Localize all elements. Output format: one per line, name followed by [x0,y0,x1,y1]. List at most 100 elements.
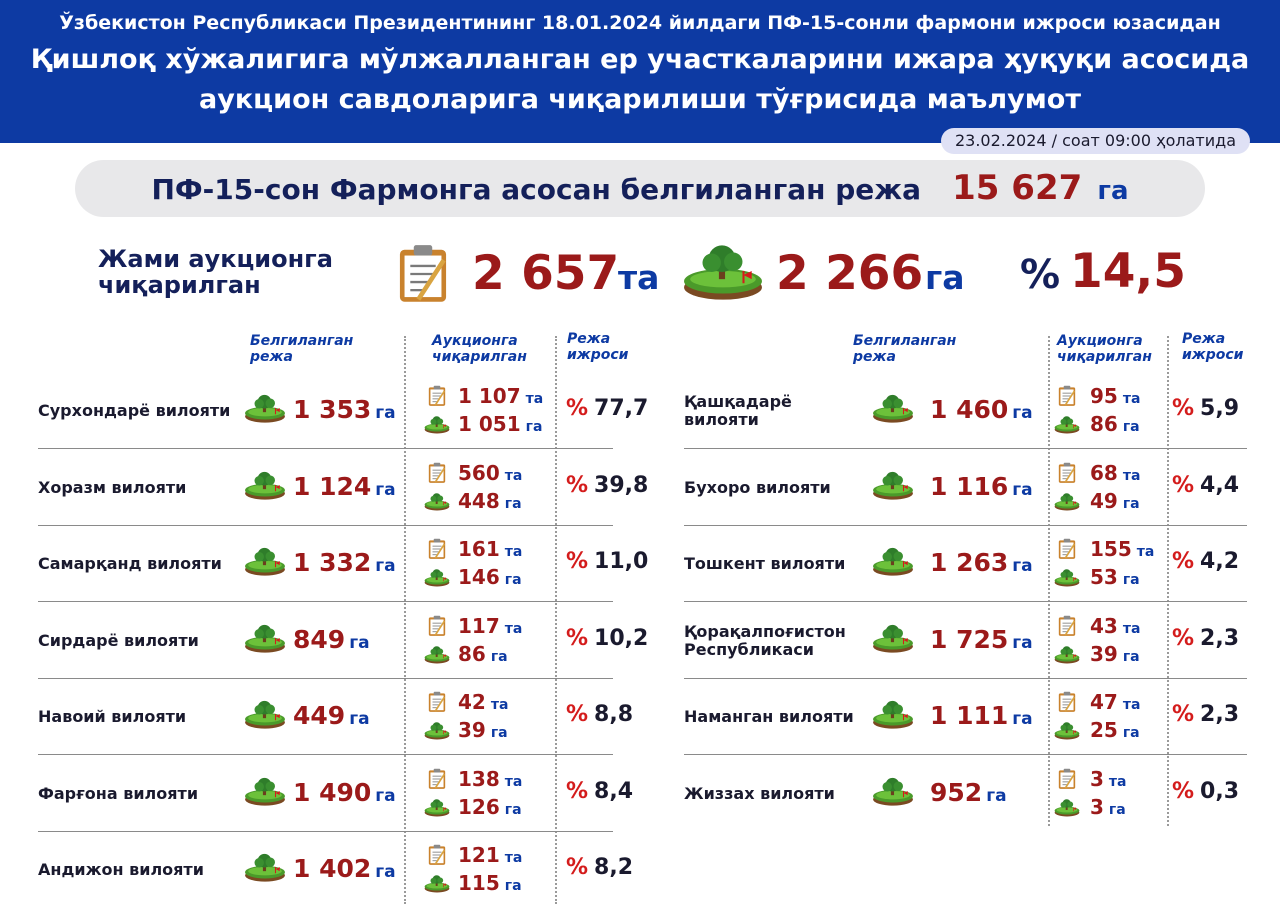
region-lot-count-unit: та [491,697,509,713]
region-lot-count-value: 95 [1090,384,1118,408]
region-lot-area-unit: га [1123,572,1140,588]
total-label-line2: чиқарилган [98,272,333,298]
land-plot-icon [872,470,914,502]
region-plan: 1 402 га [293,854,396,883]
percent-sign: % [1172,396,1194,421]
region-plan: 1 725 га [930,625,1033,654]
region-name-line: Қорақалпоғистон [684,623,846,641]
percent-value: 39,8 [594,473,648,498]
region-lot-count: 68 та [1090,461,1140,485]
region-row: Жиззах вилояти 952 га 3 та 3 га% 0,3 [684,756,1249,832]
clipboard-icon [395,244,451,304]
region-name: Сирдарё вилояти [38,632,199,650]
col-head-text: режа [250,349,353,365]
percent-sign: % [1172,702,1194,727]
region-lot-count-unit: та [505,850,523,866]
region-row: Тошкент вилояти 1 263 га 155 та 53 га% 4,2 [684,526,1249,602]
region-plan-unit: га [1012,556,1032,576]
region-name: Тошкент вилояти [684,555,845,573]
region-row: Самарқанд вилояти 1 332 га 161 та 146 га% 11,0 [38,526,643,602]
region-lot-count-unit: та [1109,774,1127,790]
region-lot-count-value: 117 [458,614,500,638]
region-percent: % 10,2 [566,626,648,651]
land-plot-icon [424,645,450,665]
total-count-unit: та [618,258,659,297]
region-lot-count: 3 та [1090,767,1126,791]
region-percent: % 5,9 [1172,396,1239,421]
right-col-head-plan: Белгиланган режа [853,333,956,365]
region-lot-count-unit: та [1137,544,1155,560]
page-title-line2: аукцион савдоларига чиқарилиши тўғрисида… [0,84,1280,115]
region-lot-count-unit: та [505,544,523,560]
region-plan-unit: га [375,556,395,576]
region-name: Самарқанд вилояти [38,555,222,573]
region-plan-value: 952 [930,778,982,807]
clipboard-icon [428,538,446,560]
region-percent: % 8,4 [566,779,633,804]
region-lot-area: 39 га [458,718,508,742]
percent-value: 5,9 [1200,396,1239,421]
clipboard-icon [1058,615,1076,637]
header-banner: Ўзбекистон Республикаси Президентининг 1… [0,0,1280,143]
region-name: Жиззах вилояти [684,785,835,803]
percent-sign: % [1172,626,1194,651]
region-lot-area-unit: га [1123,496,1140,512]
region-row: Хоразм вилояти 1 124 га 560 та 448 га% 39,8 [38,450,643,526]
region-plan: 449 га [293,701,370,730]
clipboard-icon [428,462,446,484]
land-plot-icon [1054,721,1080,741]
right-col-head-exec: Режа ижроси [1182,331,1244,363]
region-plan-value: 1 353 [293,395,371,424]
land-plot-icon [872,393,914,425]
region-lot-count: 155 та [1090,537,1154,561]
region-percent: % 4,4 [1172,473,1239,498]
region-row: Бухоро вилояти 1 116 га 68 та 49 га% 4,4 [684,450,1249,526]
region-lot-area-value: 39 [1090,642,1118,666]
region-lot-area: 86 га [458,642,508,666]
total-percent: 14,5 [1070,244,1186,299]
plan-unit: га [1097,176,1128,206]
col-head-text: режа [853,349,956,365]
clipboard-icon [428,615,446,637]
region-lot-area-value: 25 [1090,718,1118,742]
region-plan: 1 460 га [930,395,1033,424]
region-lot-area-value: 53 [1090,565,1118,589]
percent-sign: % [566,702,588,727]
region-lot-count-unit: та [1123,697,1141,713]
region-plan-value: 849 [293,625,345,654]
percent-sign: % [566,779,588,804]
right-col-head-auction: Аукционга чиқарилган [1057,333,1152,365]
region-lot-count: 138 та [458,767,522,791]
land-plot-icon [1054,492,1080,512]
region-plan-value: 1 490 [293,778,371,807]
col-head-text: Белгиланган [250,333,353,349]
date-badge: 23.02.2024 / соат 09:00 ҳолатида [941,128,1250,154]
region-plan-value: 1 725 [930,625,1008,654]
region-lot-area-unit: га [505,802,522,818]
region-lot-count-value: 68 [1090,461,1118,485]
region-lot-count-value: 43 [1090,614,1118,638]
region-plan: 1 111 га [930,701,1033,730]
region-lot-count-unit: та [505,468,523,484]
region-lot-area-value: 126 [458,795,500,819]
region-lot-area-unit: га [505,496,522,512]
region-name: Қорақалпоғистон Республикаси [684,623,846,659]
land-plot-icon [1054,798,1080,818]
region-plan-unit: га [1012,709,1032,729]
region-lot-area: 146 га [458,565,522,589]
region-row: Қашқадарё вилояти 1 460 га 95 та 86 га% 5,9 [684,373,1249,449]
clipboard-icon [1058,691,1076,713]
col-head-text: Аукционга [432,333,527,349]
region-lot-area-value: 3 [1090,795,1104,819]
total-area: 2 266 [776,246,923,301]
land-plot-icon [872,546,914,578]
region-lot-count-value: 155 [1090,537,1132,561]
decree-subtitle: Ўзбекистон Республикаси Президентининг 1… [0,12,1280,34]
region-lot-area-value: 146 [458,565,500,589]
region-lot-area: 49 га [1090,489,1140,513]
region-lot-area-value: 86 [458,642,486,666]
region-lot-area: 86 га [1090,412,1140,436]
percent-value: 8,4 [594,779,633,804]
percent-value: 8,8 [594,702,633,727]
region-name-line: Самарқанд вилояти [38,555,222,573]
